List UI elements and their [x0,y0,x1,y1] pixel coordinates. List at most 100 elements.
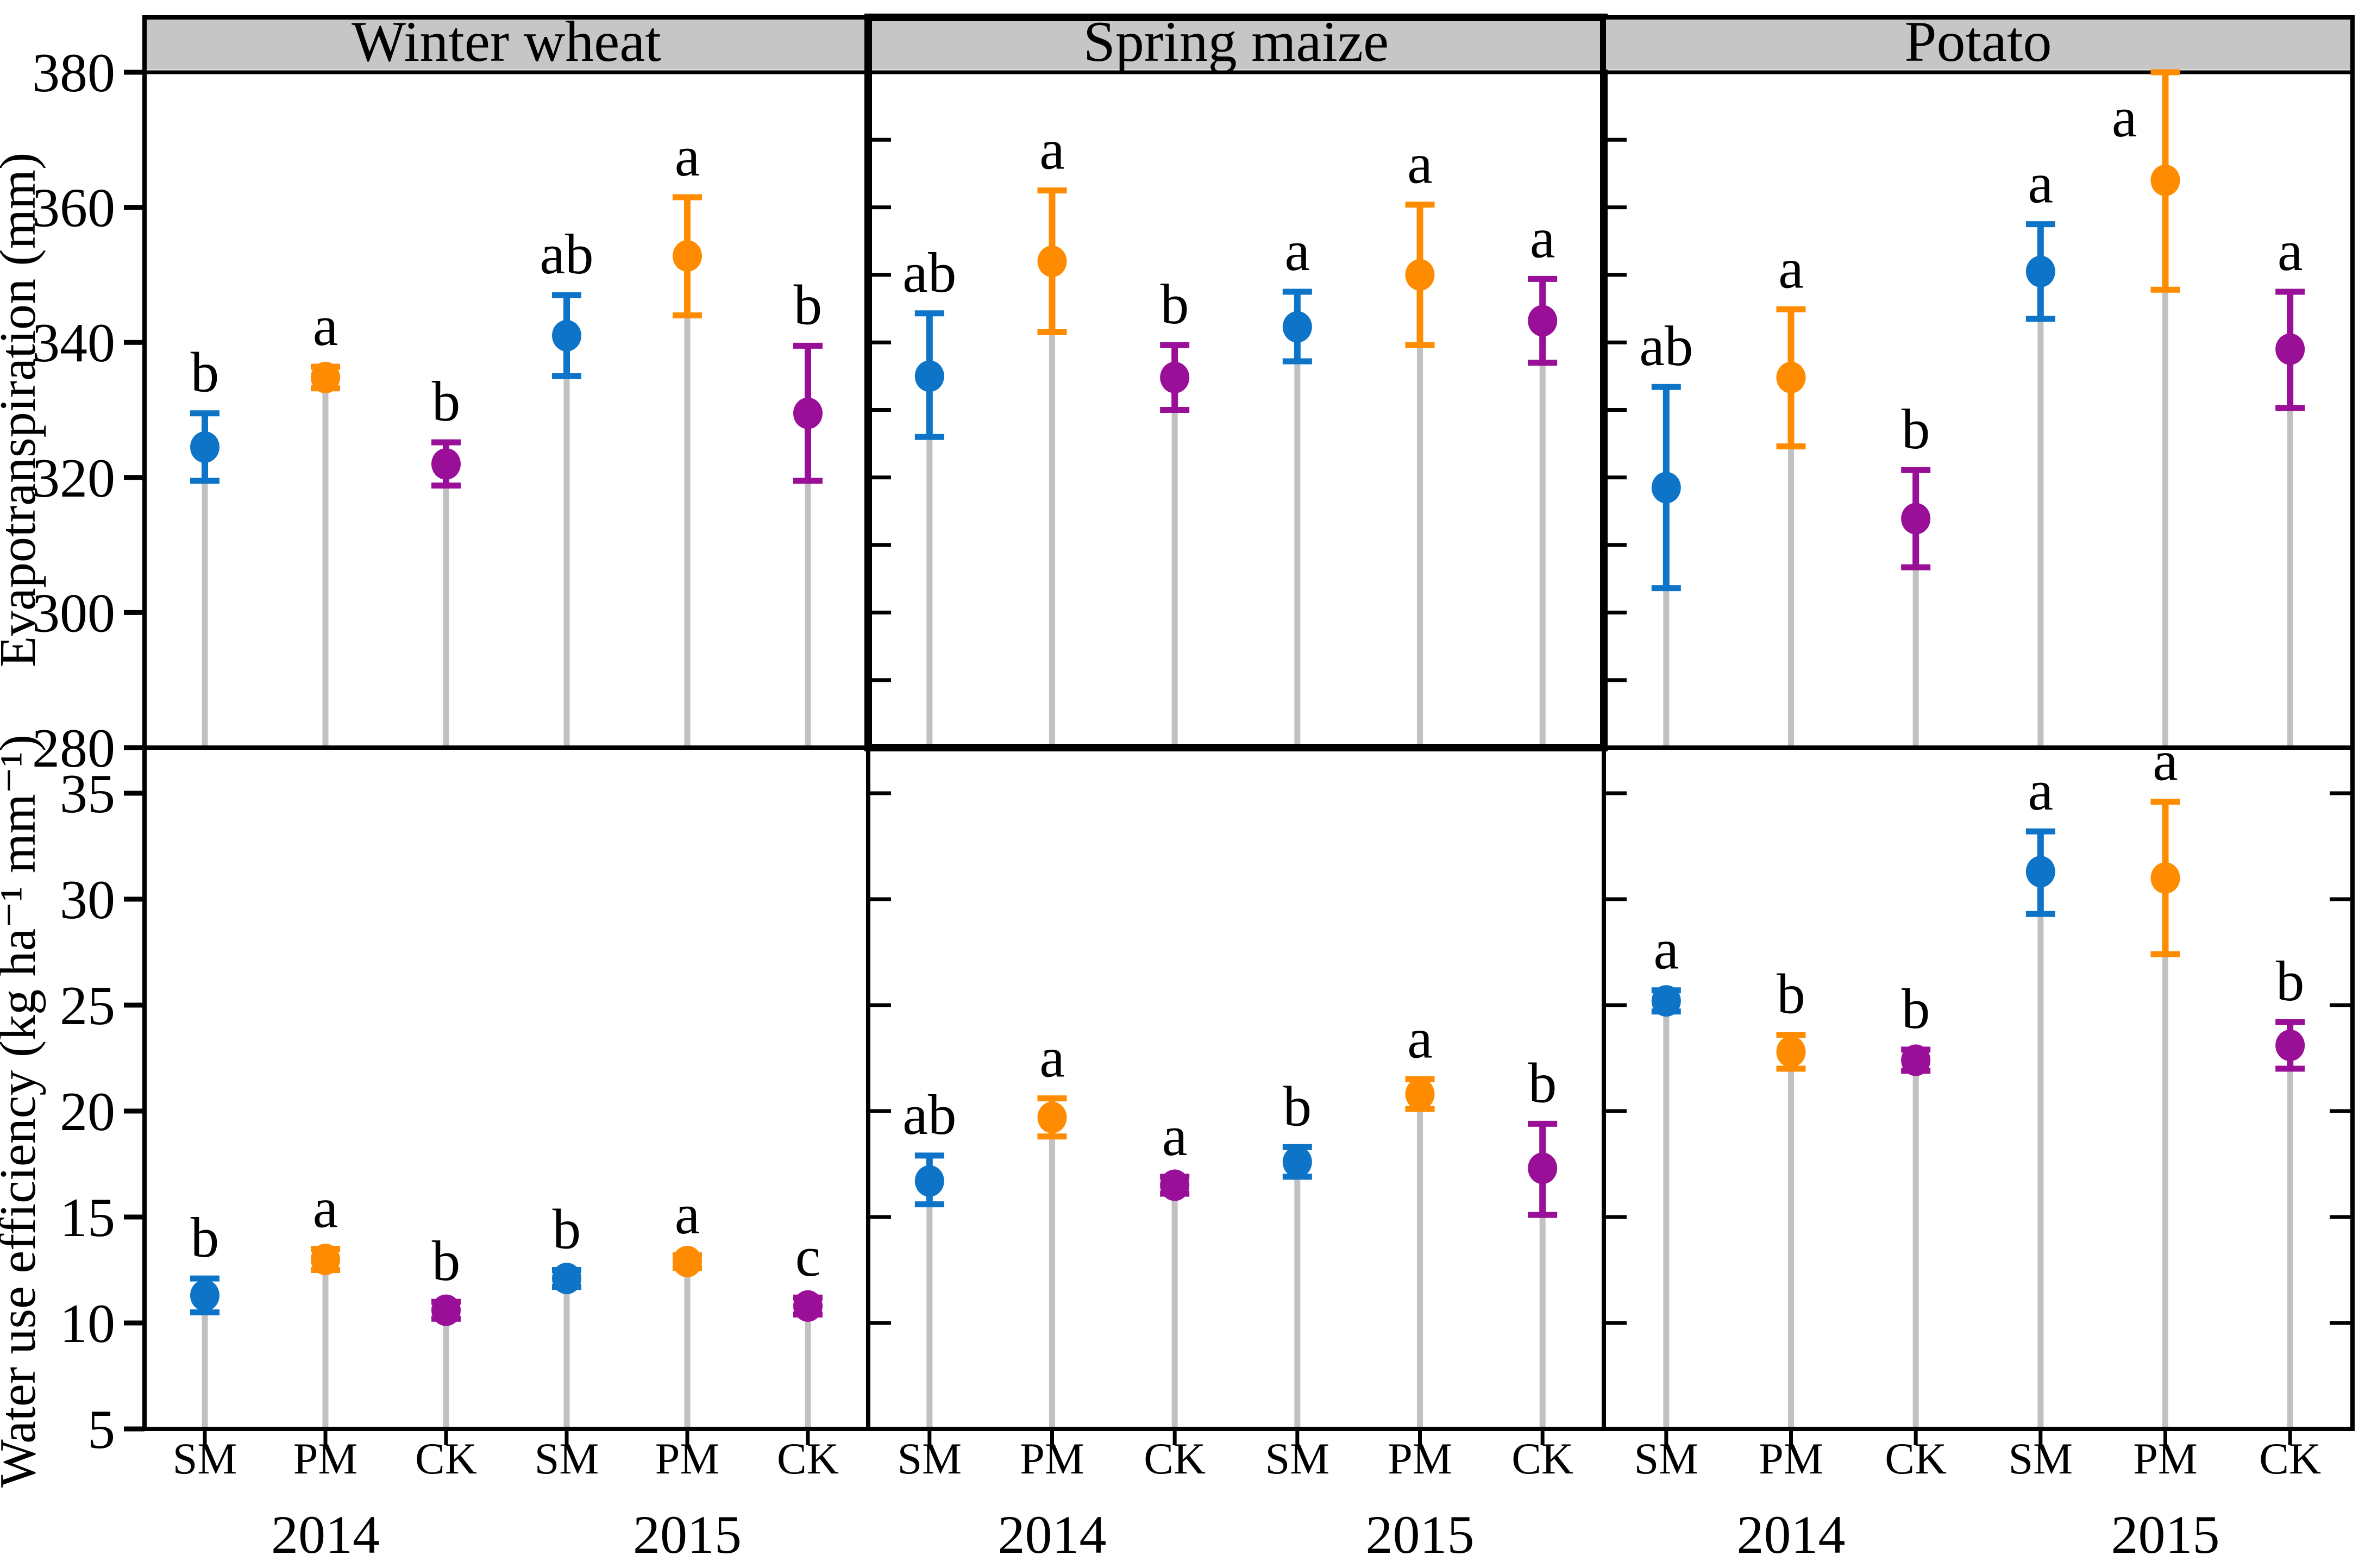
y-tick-label: 30 [60,869,115,931]
data-point-pm-2014 [1776,1036,1806,1068]
panel-frame [864,14,1608,751]
y-tick-label: 35 [60,763,115,825]
x-tick-label-treatment: CK [777,1434,839,1483]
x-tick-label-treatment: CK [415,1434,477,1483]
significance-letter: a [675,124,700,188]
data-point-sm-2015 [552,1263,581,1295]
significance-letter: a [1530,206,1555,269]
panel-frame [142,745,870,1431]
data-point-ck-2015 [793,1290,823,1322]
significance-letter: a [1285,219,1310,283]
y-tick-label: 10 [60,1293,115,1354]
panel-water_use_efficiency-potato: a b b a a b SM PM CK SM PM CK 2014 2015 [1602,729,2355,1565]
data-point-sm-2015 [1282,1146,1312,1178]
significance-letter: b [432,369,461,433]
x-group-label-year: 2015 [2111,1504,2220,1565]
significance-letter: b [432,1229,461,1293]
significance-letter: b [1283,1074,1312,1138]
panel-water_use_efficiency-winter-wheat: 5 10 15 20 25 30 35 b a b b a c SM PM CK SM PM CK 2014 2015 [60,745,870,1565]
panel-header-band [147,20,866,70]
significance-letter: b [191,1206,219,1269]
significance-letter: a [1162,1104,1188,1168]
panel-frame [142,15,870,750]
x-tick-label-treatment: SM [535,1434,599,1483]
panel-header-band [870,20,1602,70]
x-group-label-year: 2014 [998,1504,1107,1565]
significance-letter: b [2276,949,2305,1013]
data-point-ck-2014 [1901,1044,1931,1076]
y-tick-label: 20 [60,1081,115,1143]
data-point-pm-2014 [1037,1101,1067,1133]
panel-header-band [1606,20,2350,70]
significance-letter: ab [1639,314,1693,378]
y-tick-label: 320 [32,448,115,509]
data-point-sm-2014 [190,1280,219,1312]
significance-letter: a [313,294,338,357]
significance-letter: ab [902,241,956,304]
y-tick-label: 340 [32,312,115,374]
significance-letter: b [191,341,219,404]
y-axis-label-evapotranspiration: Evapotranspiration (mm) [0,153,46,668]
y-tick-label: 300 [32,582,115,644]
data-point-ck-2014 [1160,1169,1190,1201]
data-point-ck-2014 [1901,503,1931,535]
data-point-pm-2014 [1776,361,1806,393]
y-tick-label: 280 [32,718,115,779]
significance-letter: a [1407,1007,1433,1070]
x-tick-label-treatment: SM [2009,1434,2073,1483]
y-axis-label-water-use-efficiency: Water use efficiency (kg ha⁻¹ mm⁻¹) [0,735,46,1488]
significance-letter: b [553,1197,581,1261]
x-tick-label-treatment: CK [1144,1434,1206,1483]
significance-letter: b [1160,272,1189,336]
x-group-label-year: 2015 [1366,1504,1475,1565]
x-tick-label-treatment: CK [1511,1434,1573,1483]
panel-frame [1602,15,2355,750]
panel-frame [866,745,1606,1431]
significance-letter: a [1407,132,1433,196]
data-point-pm-2015 [1405,259,1435,291]
significance-letter: a [2028,758,2054,822]
x-tick-label-treatment: PM [293,1434,358,1483]
x-tick-label-treatment: PM [1388,1434,1452,1483]
significance-letter: b [794,273,823,336]
data-point-pm-2015 [673,240,702,272]
data-point-sm-2014 [190,431,219,463]
x-tick-label-treatment: SM [1265,1434,1330,1483]
data-point-pm-2015 [2150,164,2180,196]
chart-root: Evapotranspiration (mm) Water use efficie… [0,10,2355,1565]
panel-title: Winter wheat [352,10,661,73]
data-point-sm-2014 [1651,472,1681,504]
significance-letter: a [675,1182,700,1246]
significance-letter: a [1039,1026,1065,1089]
data-point-sm-2015 [2025,255,2055,287]
x-tick-label-treatment: PM [2133,1434,2198,1483]
data-point-sm-2015 [2025,856,2055,888]
x-group-label-year: 2014 [1737,1504,1846,1565]
y-tick-label: 5 [87,1399,115,1460]
data-point-ck-2015 [1528,1152,1558,1184]
x-tick-label-treatment: CK [1885,1434,1947,1483]
y-tick-label: 15 [60,1187,115,1249]
data-point-pm-2014 [311,361,340,393]
data-point-pm-2015 [1405,1078,1435,1110]
x-tick-label-treatment: PM [1020,1434,1084,1483]
panel-title: Potato [1905,10,2052,73]
significance-letter: a [2153,729,2178,793]
data-point-ck-2015 [793,397,823,429]
data-point-sm-2014 [914,1165,944,1197]
significance-letter: b [1902,977,1930,1040]
significance-letter: ab [540,222,593,286]
significance-letter: b [1528,1051,1557,1114]
significance-letter: ab [902,1083,956,1146]
data-point-sm-2014 [914,360,944,392]
data-point-sm-2014 [1651,985,1681,1017]
significance-letter: b [1902,397,1930,461]
data-point-ck-2014 [431,1294,461,1326]
data-point-sm-2015 [552,319,581,352]
x-tick-label-treatment: PM [655,1434,720,1483]
